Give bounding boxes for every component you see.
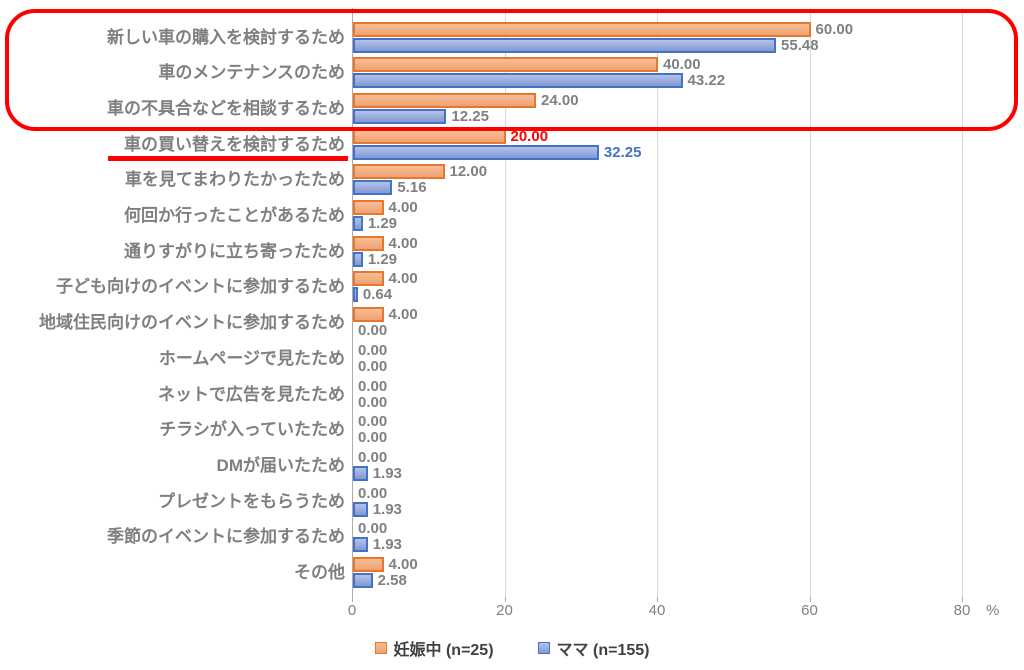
red-highlight-box [5,8,1018,131]
bar-mama [353,501,368,517]
value-label: 1.93 [372,500,402,518]
value-label: 1.93 [372,464,402,482]
value-label: 4.00 [388,306,418,324]
x-tick-label: 0 [347,602,357,619]
category-axis-line [352,8,353,597]
category-label: 地域住民向けのイベントに参加するため [39,313,345,333]
value-label: 4.00 [388,556,418,573]
value-label: 43.22 [687,72,726,90]
bar-pregnant [353,164,445,180]
category-label: ホームページで見たため [158,348,345,368]
bar-mama [353,180,393,196]
value-label: 0.00 [358,484,388,502]
value-label: 24.00 [541,91,579,109]
x-tick-label: 40 [648,602,666,619]
value-label: 60.00 [815,20,854,38]
x-tick-label: 80 [953,602,971,619]
value-label: 0.00 [358,341,388,359]
category-label: 子ども向けのイベントに参加するため [56,277,345,297]
bar-pregnant [353,200,384,215]
value-label: 0.00 [358,357,388,375]
value-label: 12.25 [451,107,489,125]
legend-item: 妊娠中 (n=25) [374,636,494,660]
category-label: その他 [294,563,345,582]
value-label: 0.00 [358,520,388,538]
value-label: 0.00 [358,429,388,447]
bar-pregnant [353,21,811,37]
category-label: 車の買い替えを検討するため [124,134,345,154]
value-label: 1.93 [372,536,402,554]
bar-mama [353,287,358,303]
bar-mama [353,144,599,160]
bar-pregnant [353,235,384,251]
gridline [504,8,506,597]
category-label: 何回か行ったことがあるため [124,206,345,225]
legend-marker-mama [537,642,550,654]
value-label: 2.58 [377,572,407,589]
bar-mama [353,216,363,231]
bar-mama [353,73,683,89]
category-label: 季節のイベントに参加するため [107,527,345,547]
x-tick-label: 60 [801,602,818,619]
category-label: 車の不具合などを相談するため [107,98,345,118]
value-label: 40.00 [663,56,701,74]
bar-mama [353,108,447,124]
gridline [657,8,658,597]
value-label: 0.00 [358,413,388,431]
bar-pregnant [353,307,384,323]
value-label: 12.00 [449,163,488,181]
axis-tick [504,597,506,602]
value-label: 0.00 [358,322,388,340]
value-label: 0.00 [358,448,388,466]
category-label: 車を見てまわりたかったため [124,170,345,190]
legend-label: ママ (n=155) [556,642,650,659]
value-label: 1.29 [367,215,398,232]
category-label: チラシが入っていたため [159,420,345,440]
value-label: 0.00 [358,393,388,411]
axis-tick [657,597,658,602]
percent-axis-label: % [986,602,1000,619]
bar-pregnant [353,57,658,73]
value-label: 4.00 [388,234,418,252]
legend-item: ママ (n=155) [537,636,650,660]
value-label: 4.00 [388,199,418,216]
category-label: 通りすがりに立ち寄ったため [124,241,345,261]
category-label: 新しい車の購入を検討するため [107,27,345,47]
red-underline [108,155,348,161]
bar-pregnant [353,557,384,572]
legend: 妊娠中 (n=25) ママ (n=155) [0,636,1024,660]
gridline [809,8,811,597]
value-label: 55.48 [781,36,819,54]
bar-mama [353,465,368,481]
axis-tick [962,597,963,602]
x-tick-label: 20 [496,602,513,619]
gridline [962,8,963,597]
legend-marker-pregnant [374,642,387,654]
value-label: 0.00 [358,377,388,395]
value-label: 1.29 [367,250,398,268]
value-label: 4.00 [388,270,418,288]
category-label: プレゼントをもらうため [158,491,345,511]
category-label: ネットで広告を見たため [158,384,345,404]
category-label: 車のメンテナンスのため [158,63,345,83]
bar-mama [353,251,363,267]
legend-label: 妊娠中 (n=25) [393,642,494,659]
value-label: 20.00 [510,127,549,145]
value-label: 5.16 [397,179,427,197]
bar-mama [353,573,373,588]
axis-tick [809,597,811,602]
value-label: 32.25 [603,143,642,161]
bar-pregnant [353,92,536,108]
bar-mama [353,537,368,553]
bar-mama [353,37,777,53]
bar-pregnant [353,271,384,287]
category-label: DMが届いたため [216,455,345,475]
axis-tick [352,597,353,602]
value-label: 0.64 [362,286,393,304]
